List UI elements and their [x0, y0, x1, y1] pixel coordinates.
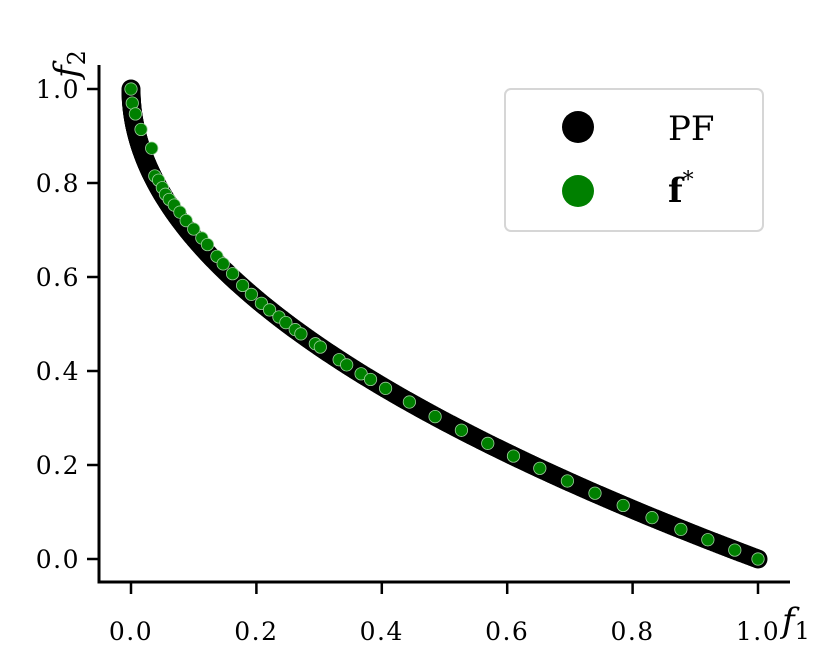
- fstar-point: [560, 474, 574, 488]
- fstar-point: [216, 257, 230, 271]
- y-tick-label: 0.8: [36, 169, 80, 198]
- fstar-point: [533, 461, 547, 475]
- fstar-point: [294, 327, 308, 341]
- x-tick-label: 0.6: [485, 617, 529, 646]
- x-tick-label: 0.8: [610, 617, 654, 646]
- x-axis-ticks: 0.0 0.2 0.4 0.6 0.8 1.0: [109, 582, 780, 646]
- legend-label-pf: PF: [668, 109, 714, 149]
- fstar-point: [244, 287, 258, 301]
- legend-label-fstar: f*: [668, 168, 694, 211]
- fstar-point: [481, 436, 495, 450]
- fstar-point: [279, 315, 293, 330]
- fstar-point: [128, 107, 142, 121]
- y-axis-ticks: 0.0 0.2 0.4 0.6 0.8 1.0: [36, 75, 99, 574]
- fstar-point: [363, 372, 378, 387]
- fstar-point: [402, 395, 416, 409]
- fstar-point: [728, 543, 742, 557]
- fstar-point: [340, 358, 354, 372]
- fstar-point: [262, 303, 277, 317]
- legend-frame: [504, 88, 764, 232]
- fstar-point: [200, 237, 215, 252]
- fstar-point: [454, 423, 469, 437]
- fstar-point: [701, 533, 715, 547]
- fstar-point: [428, 409, 442, 424]
- x-tick-label: 0.0: [109, 617, 153, 646]
- y-axis-label: f2: [47, 50, 91, 81]
- fstar-point: [179, 214, 193, 228]
- fstar-point: [134, 122, 148, 137]
- legend: PF f*: [504, 88, 764, 232]
- fstar-point: [588, 486, 602, 500]
- x-tick-label: 0.2: [234, 617, 278, 646]
- x-tick-label: 0.4: [360, 617, 404, 646]
- fstar-point: [236, 278, 250, 293]
- fstar-point: [674, 522, 688, 536]
- fstar-point: [645, 511, 659, 525]
- fstar-point: [313, 340, 327, 354]
- fstar-series-layer: [124, 82, 765, 566]
- y-tick-label: 0.4: [36, 357, 80, 386]
- fstar-point: [751, 552, 765, 566]
- fstar-point: [378, 381, 393, 395]
- y-tick-label: 1.0: [36, 75, 80, 104]
- fstar-point: [225, 267, 240, 281]
- fstar-point: [616, 498, 630, 513]
- fstar-point: [187, 222, 201, 236]
- fstar-point: [145, 141, 159, 155]
- legend-marker-pf: [562, 111, 594, 143]
- y-tick-label: 0.2: [36, 451, 80, 480]
- legend-marker-fstar: [562, 175, 594, 207]
- fstar-point: [506, 449, 521, 463]
- x-tick-label: 1.0: [736, 617, 780, 646]
- y-tick-label: 0.6: [36, 263, 80, 292]
- x-axis-label: f1: [779, 601, 810, 645]
- fstar-point: [124, 82, 138, 96]
- y-tick-label: 0.0: [36, 545, 80, 574]
